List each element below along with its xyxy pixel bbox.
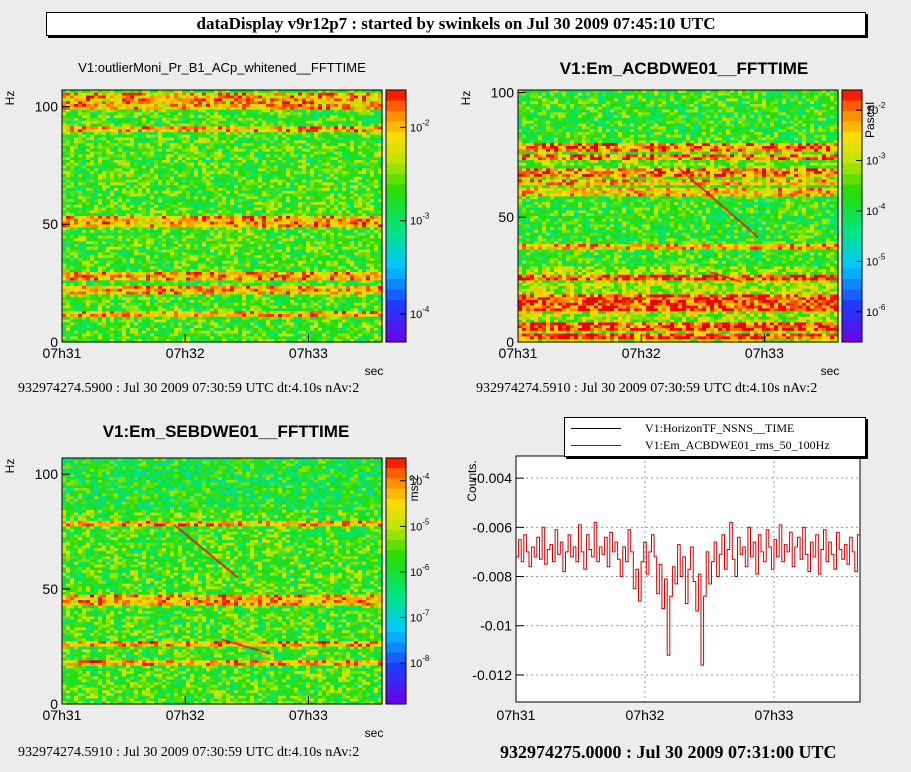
x-tick-label-0: 07h31 (43, 345, 82, 361)
plot-frame (517, 89, 839, 343)
y-tick-label-2: 100 (491, 84, 515, 100)
spectrogram-image (62, 90, 383, 343)
colorbar-tick-1: 10-5 (410, 517, 430, 533)
x-tick-label-1: 07h32 (626, 707, 665, 723)
colorbar-tick-0: 10-2 (410, 118, 430, 134)
y-tick-label-1: 50 (42, 216, 58, 232)
y-tick-label-1: 50 (498, 209, 514, 225)
chirp-feature-1 (221, 638, 271, 655)
timeseries-panel[interactable]: -0.012 -0.01 -0.008 -0.006 -0.004 07h31 07h32 0… (456, 410, 911, 772)
y-axis-label: Counts. (465, 460, 479, 501)
x-tick-label-2: 07h33 (745, 345, 784, 361)
x-tick-label-0: 07h31 (497, 707, 536, 723)
colorbar (841, 89, 863, 343)
chart-title: V1:Em_ACBDWE01__FFTTIME (560, 59, 808, 78)
spectrogram-image (62, 458, 383, 705)
colorbar-tick-2: 10-6 (410, 563, 430, 579)
y-tick-label-3: -0.006 (472, 519, 512, 535)
x-tick-label-1: 07h32 (166, 345, 205, 361)
y-tick-label-2: -0.008 (472, 569, 512, 585)
y-tick-label-1: 50 (42, 581, 58, 597)
series-line-1 (516, 521, 860, 666)
legend-entry-2: V1:Em_ACBDWE01_rms_50_100Hz (645, 437, 830, 453)
spectrogram-image (518, 90, 839, 343)
x-tick-label-2: 07h33 (755, 707, 794, 723)
colorbar-tick-4: 10-6 (866, 303, 886, 319)
chart-title: V1:Em_SEBDWE01__FFTTIME (103, 422, 350, 441)
y-tick-label-0: -0.012 (472, 667, 512, 683)
y-tick-label-2: 100 (35, 466, 59, 482)
colorbar-tick-3: 10-5 (866, 252, 886, 268)
x-tick-label-1: 07h32 (166, 707, 205, 723)
colorbar-tick-2: 10-4 (866, 202, 886, 218)
plot-frame (61, 457, 383, 705)
legend-entry-1: V1:HorizonTF_NSNS__TIME (645, 420, 794, 436)
chirp-feature-0 (677, 166, 759, 238)
x-axis-label: sec (365, 364, 384, 378)
footer-panel-3: 932974274.5910 : Jul 30 2009 07:30:59 UT… (18, 745, 359, 761)
spectrogram-panel-2[interactable]: V1:Em_ACBDWE01__FFTTIME 0 50 100 Hz 07h31 07h3… (456, 48, 911, 408)
chirp-feature-1 (709, 271, 743, 284)
colorbar-tick-4: 10-8 (410, 654, 430, 670)
colorbar-tick-2: 10-4 (410, 305, 430, 321)
y-tick-label-2: 100 (35, 98, 59, 114)
display-title: dataDisplay v9r12p7 : started by swinkel… (46, 12, 866, 36)
colorbar (385, 89, 407, 343)
x-tick-label-0: 07h31 (499, 345, 538, 361)
y-axis-label: Hz (3, 459, 17, 474)
spectrogram-panel-1[interactable]: V1:outlierMoni_Pr_B1_ACp_whitened__FFTTI… (0, 48, 455, 408)
x-axis-label: sec (365, 726, 384, 740)
y-axis-label: Hz (459, 91, 473, 106)
footer-panel-4: 932974275.0000 : Jul 30 2009 07:31:00 UT… (500, 742, 837, 763)
legend-swatch-black (571, 427, 621, 429)
plot-frame (61, 89, 383, 343)
chart-title: V1:outlierMoni_Pr_B1_ACp_whitened__FFTTI… (78, 60, 366, 75)
colorbar-label: Pascal (863, 102, 877, 138)
footer-panel-2: 932974274.5910 : Jul 30 2009 07:30:59 UT… (476, 381, 817, 397)
y-tick-label-0: 0 (50, 334, 58, 350)
colorbar (385, 457, 407, 705)
legend: V1:HorizonTF_NSNS__TIME V1:Em_ACBDWE01_r… (564, 417, 866, 457)
x-tick-label-0: 07h31 (43, 707, 82, 723)
x-tick-label-2: 07h33 (289, 707, 328, 723)
footer-panel-1: 932974274.5900 : Jul 30 2009 07:30:59 UT… (18, 381, 359, 397)
y-axis-label: Hz (3, 91, 17, 106)
colorbar-tick-1: 10-3 (410, 212, 430, 228)
spectrogram-panel-3[interactable]: V1:Em_SEBDWE01__FFTTIME 0 50 100 Hz 07h31 07h3… (0, 410, 455, 772)
y-tick-label-0: 0 (50, 696, 58, 712)
legend-swatch-red (571, 444, 621, 446)
x-tick-label-1: 07h32 (622, 345, 661, 361)
x-axis-label: sec (821, 364, 840, 378)
y-tick-label-0: 0 (506, 334, 514, 350)
colorbar-tick-3: 10-7 (410, 608, 430, 624)
x-tick-label-2: 07h33 (289, 345, 328, 361)
colorbar-tick-1: 10-3 (866, 152, 886, 168)
colorbar-label: ms-2 (407, 474, 421, 501)
y-tick-label-1: -0.01 (480, 618, 512, 634)
y-tick-label-4: -0.004 (472, 470, 512, 486)
chirp-feature-0 (173, 523, 239, 579)
